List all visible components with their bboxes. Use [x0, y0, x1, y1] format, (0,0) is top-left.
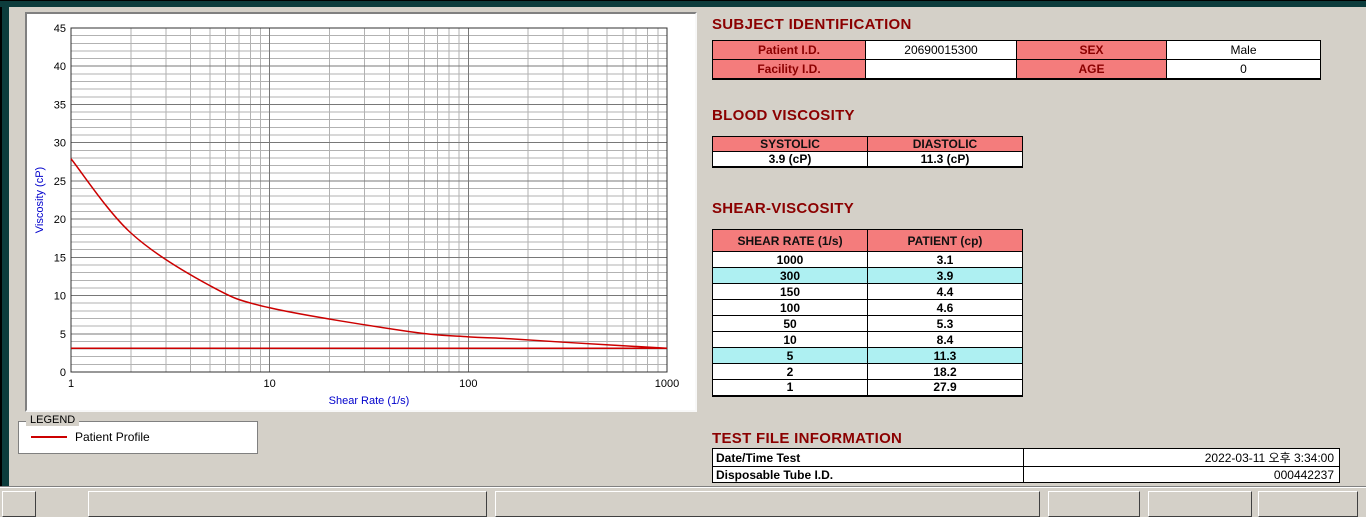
viscosity-cell: 4.6	[867, 299, 1023, 316]
svg-text:10: 10	[54, 291, 66, 303]
subject-identification-table: Patient I.D. 20690015300 SEX Male Facili…	[712, 40, 1321, 80]
viscosity-cell: 18.2	[867, 363, 1023, 380]
svg-text:30: 30	[54, 138, 66, 150]
table-row-highlighted[interactable]: 300 3.9	[712, 267, 1023, 284]
table-row-highlighted[interactable]: 5 11.3	[712, 347, 1023, 364]
bottom-button-1[interactable]	[2, 491, 36, 517]
disposable-tube-id-label: Disposable Tube I.D.	[712, 466, 1024, 483]
shear-rate-cell: 300	[712, 267, 868, 284]
sex-label: SEX	[1016, 40, 1167, 60]
shear-rate-cell: 5	[712, 347, 868, 364]
svg-text:45: 45	[54, 23, 66, 35]
svg-text:10: 10	[264, 378, 276, 390]
systolic-header: SYSTOLIC	[712, 136, 868, 152]
table-row: Patient I.D. 20690015300 SEX Male	[712, 40, 1321, 60]
viscosity-cell: 27.9	[867, 379, 1023, 396]
bottom-panel-1[interactable]	[88, 491, 487, 517]
shear-viscosity-table: SHEAR RATE (1/s) PATIENT (cp) 1000 3.1 3…	[712, 229, 1023, 397]
viscosity-cell: 3.1	[867, 251, 1023, 268]
test-file-information-heading: TEST FILE INFORMATION	[712, 430, 903, 447]
svg-text:Shear Rate (1/s): Shear Rate (1/s)	[329, 395, 410, 407]
blood-viscosity-heading: BLOOD VISCOSITY	[712, 107, 855, 124]
facility-id-label: Facility I.D.	[712, 59, 866, 79]
shear-rate-cell: 150	[712, 283, 868, 300]
viscosity-cell: 4.4	[867, 283, 1023, 300]
blood-viscosity-table: SYSTOLIC DIASTOLIC 3.9 (cP) 11.3 (cP)	[712, 136, 1023, 168]
table-row: Date/Time Test 2022-03-11 오후 3:34:00	[712, 448, 1340, 467]
table-row[interactable]: 10 8.4	[712, 331, 1023, 348]
svg-text:40: 40	[54, 61, 66, 73]
table-header-row: SHEAR RATE (1/s) PATIENT (cp)	[712, 229, 1023, 252]
table-row[interactable]: 1000 3.1	[712, 251, 1023, 268]
systolic-value: 3.9 (cP)	[712, 151, 868, 168]
bottom-button-3[interactable]	[1148, 491, 1252, 517]
shear-rate-header: SHEAR RATE (1/s)	[712, 229, 868, 252]
shear-rate-cell: 100	[712, 299, 868, 316]
window-top-edge	[0, 0, 1366, 7]
facility-id-value	[865, 59, 1017, 79]
svg-text:0: 0	[60, 367, 66, 379]
svg-text:1: 1	[68, 378, 74, 390]
date-time-test-value: 2022-03-11 오후 3:34:00	[1023, 448, 1340, 467]
svg-text:1000: 1000	[655, 378, 679, 390]
table-row[interactable]: 150 4.4	[712, 283, 1023, 300]
bottom-panel-2[interactable]	[495, 491, 1040, 517]
svg-text:100: 100	[459, 378, 477, 390]
shear-rate-cell: 1	[712, 379, 868, 396]
viscosity-cell: 11.3	[867, 347, 1023, 364]
svg-text:20: 20	[54, 214, 66, 226]
legend-line-swatch	[31, 436, 67, 438]
disposable-tube-id-value: 000442237	[1023, 466, 1340, 483]
svg-text:25: 25	[54, 176, 66, 188]
legend-item-patient-profile: Patient Profile	[31, 430, 150, 444]
table-row[interactable]: 50 5.3	[712, 315, 1023, 332]
viscosity-cell: 8.4	[867, 331, 1023, 348]
diastolic-header: DIASTOLIC	[867, 136, 1023, 152]
shear-rate-cell: 2	[712, 363, 868, 380]
svg-text:5: 5	[60, 329, 66, 341]
shear-rate-cell: 50	[712, 315, 868, 332]
table-row: 3.9 (cP) 11.3 (cP)	[712, 151, 1023, 168]
test-file-information-table: Date/Time Test 2022-03-11 오후 3:34:00 Dis…	[712, 448, 1340, 483]
bottom-button-4[interactable]	[1258, 491, 1358, 517]
subject-identification-heading: SUBJECT IDENTIFICATION	[712, 16, 912, 33]
svg-text:Viscosity (cP): Viscosity (cP)	[34, 167, 46, 233]
svg-text:15: 15	[54, 252, 66, 264]
viscosity-chart: 0 5 10 15 20 25 30 35 40 45 1 10 100 1000 Viscosity (c…	[34, 23, 679, 407]
viscosity-cell: 3.9	[867, 267, 1023, 284]
legend-item-label: Patient Profile	[75, 430, 150, 444]
sex-value: Male	[1166, 40, 1321, 60]
table-row: Disposable Tube I.D. 000442237	[712, 466, 1340, 483]
date-time-test-label: Date/Time Test	[712, 448, 1024, 467]
shear-rate-cell: 1000	[712, 251, 868, 268]
legend: LEGEND Patient Profile	[18, 414, 258, 454]
patient-id-value: 20690015300	[865, 40, 1017, 60]
viscosity-cell: 5.3	[867, 315, 1023, 332]
bottom-button-2[interactable]	[1048, 491, 1140, 517]
patient-id-label: Patient I.D.	[712, 40, 866, 60]
legend-title: LEGEND	[26, 414, 80, 426]
table-row[interactable]: 100 4.6	[712, 299, 1023, 316]
viscosity-chart-panel: 0 5 10 15 20 25 30 35 40 45 1 10 100 1000 Viscosity (c…	[25, 12, 697, 412]
bottom-toolbar	[0, 486, 1366, 517]
diastolic-value: 11.3 (cP)	[867, 151, 1023, 168]
age-value: 0	[1166, 59, 1321, 79]
window-left-edge	[0, 7, 9, 486]
shear-viscosity-heading: SHEAR-VISCOSITY	[712, 200, 855, 217]
shear-rate-cell: 10	[712, 331, 868, 348]
table-row[interactable]: 1 27.9	[712, 379, 1023, 396]
age-label: AGE	[1016, 59, 1167, 79]
table-row: SYSTOLIC DIASTOLIC	[712, 136, 1023, 152]
patient-cp-header: PATIENT (cp)	[867, 229, 1023, 252]
table-row[interactable]: 2 18.2	[712, 363, 1023, 380]
report-panel: SUBJECT IDENTIFICATION Patient I.D. 2069…	[712, 14, 1342, 508]
svg-text:35: 35	[54, 99, 66, 111]
table-row: Facility I.D. AGE 0	[712, 59, 1321, 79]
